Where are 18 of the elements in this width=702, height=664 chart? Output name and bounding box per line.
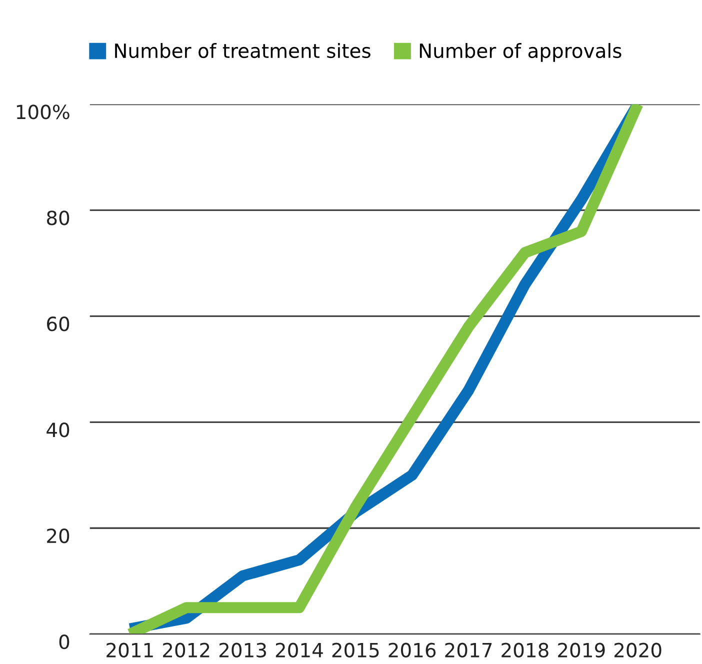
x-tick-label: 2015: [332, 642, 379, 658]
y-tick-label: 40: [46, 422, 70, 438]
y-tick-label: 100%: [16, 104, 70, 120]
x-tick-label: 2013: [219, 642, 266, 658]
x-tick-label: 2017: [445, 642, 492, 658]
x-tick-label: 2016: [388, 642, 436, 658]
y-tick-label: 60: [47, 316, 70, 332]
y-tick-label: 20: [47, 528, 70, 544]
x-tick-label: 2019: [558, 642, 605, 658]
y-tick-label: 0: [59, 634, 70, 650]
legend-label: Number of treatment sites: [115, 43, 370, 58]
x-tick-label: 2018: [502, 642, 548, 658]
y-tick-label: 80: [46, 210, 70, 226]
x-tick-label: 2012: [163, 642, 210, 658]
x-tick-label: 2014: [276, 642, 323, 658]
x-tick-label: 2011: [106, 642, 153, 658]
x-tick-label: 2020: [614, 642, 662, 658]
legend-label: Number of approvals: [420, 43, 622, 62]
